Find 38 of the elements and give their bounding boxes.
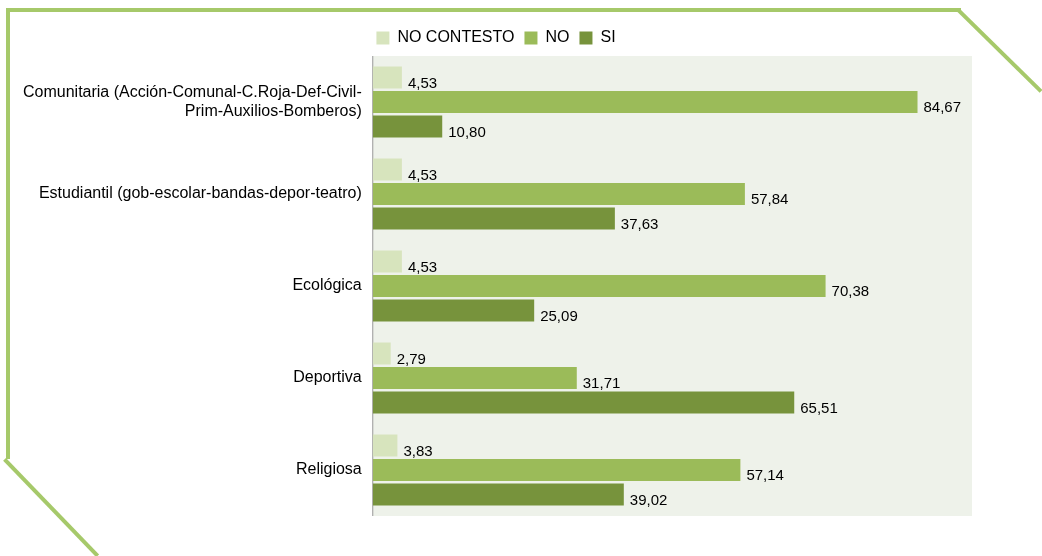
- bar: [372, 391, 795, 414]
- bar: [372, 115, 443, 138]
- bar: [372, 434, 398, 457]
- data-label: 4,53: [407, 257, 438, 275]
- bar: [372, 250, 402, 273]
- data-label: 4,53: [407, 165, 438, 183]
- legend-label: NO: [545, 28, 570, 46]
- y-tick-label: Ecológica: [292, 276, 362, 294]
- data-label: 10,80: [448, 122, 486, 140]
- bar: [372, 90, 918, 114]
- data-label: 57,84: [750, 190, 789, 208]
- y-tick-label: Religiosa: [295, 460, 362, 478]
- bar: [372, 207, 615, 230]
- bar: [372, 158, 402, 181]
- data-label: 70,38: [831, 282, 870, 300]
- bar: [372, 366, 577, 390]
- y-tick-label: Comunitaria (Acción-Comunal-C.Roja-Def-Civil-Prim-Auxilios-Bomberos): [23, 82, 362, 120]
- data-label: 25,09: [540, 306, 578, 324]
- data-label: 65,51: [800, 398, 838, 416]
- bar: [372, 342, 391, 365]
- y-tick-label: Deportiva: [293, 368, 362, 386]
- y-tick-label: Estudiantil (gob-escolar-bandas-depor-teatro): [38, 184, 362, 202]
- bar: [372, 274, 826, 298]
- data-label: 84,67: [923, 98, 962, 116]
- data-label: 31,71: [582, 374, 621, 392]
- data-label: 57,14: [746, 466, 784, 484]
- legend-label: NO CONTESTO: [397, 28, 515, 46]
- bar: [372, 66, 402, 89]
- bar: [372, 458, 741, 482]
- data-label: 37,63: [620, 214, 659, 232]
- bar: [372, 299, 535, 322]
- bar: [372, 483, 624, 506]
- legend-label: SI: [600, 28, 616, 46]
- data-label: 39,02: [629, 490, 668, 508]
- data-label: 4,53: [407, 73, 438, 91]
- data-label: 3,83: [403, 441, 433, 459]
- bar: [372, 182, 745, 206]
- data-label: 2,79: [396, 349, 426, 367]
